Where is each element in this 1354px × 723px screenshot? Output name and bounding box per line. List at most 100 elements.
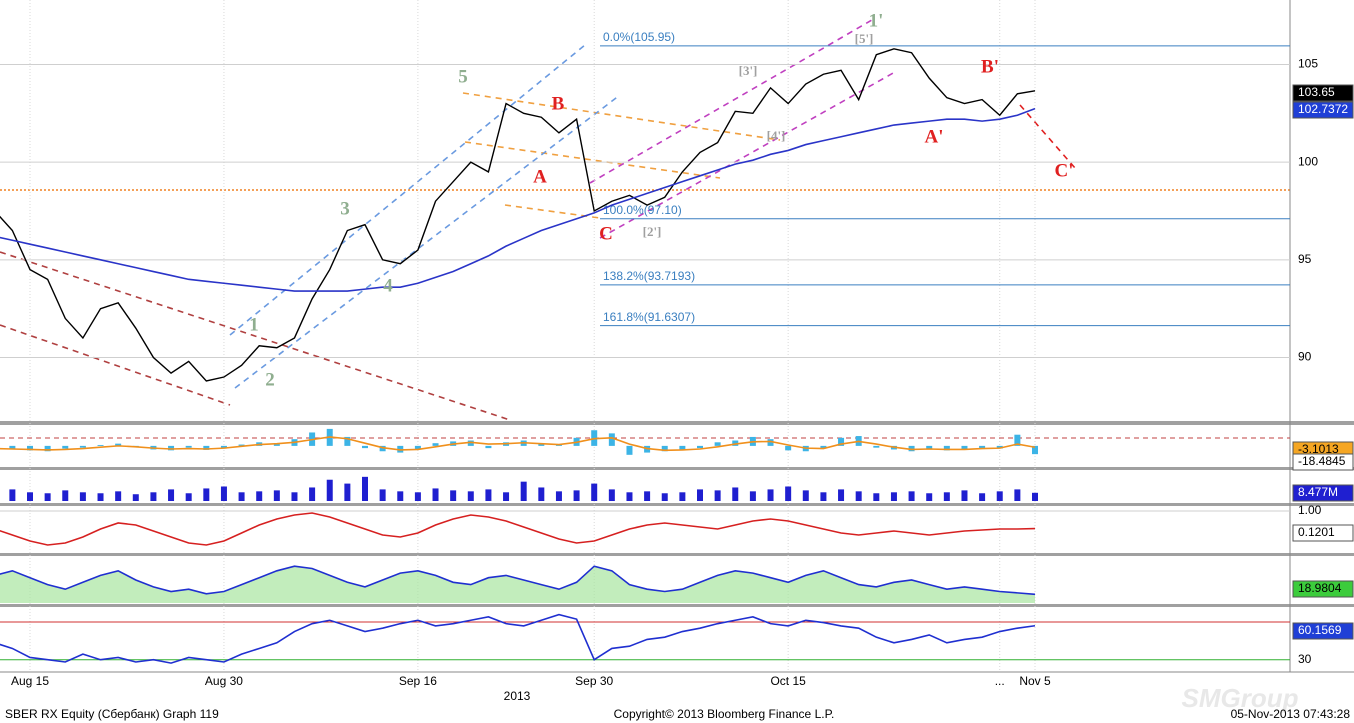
channel-line [462, 92, 781, 141]
value-box-label: 0.1201 [1298, 525, 1335, 539]
wave-label: [4'] [767, 128, 786, 143]
bar [520, 481, 527, 501]
bar [97, 493, 104, 501]
separator [0, 503, 1354, 506]
bar [256, 491, 263, 501]
wave-label: [3'] [739, 63, 758, 78]
bar [238, 444, 245, 446]
bar [714, 490, 721, 501]
wave-label: 3 [340, 198, 350, 219]
bar [309, 487, 316, 501]
bar [503, 492, 510, 501]
panel-separators [0, 421, 1354, 607]
bar [555, 491, 562, 501]
bar [714, 442, 721, 446]
x-tick-label: Aug 30 [205, 674, 243, 688]
value-box-label: 102.7372 [1298, 102, 1348, 116]
bar [115, 443, 122, 446]
bar [9, 489, 16, 501]
value-box-label: -18.4845 [1298, 454, 1346, 468]
bar [27, 445, 33, 451]
y-tick-label: 90 [1298, 350, 1312, 364]
bar [626, 492, 633, 501]
channel-line [234, 94, 621, 389]
bar [767, 489, 774, 501]
channel-line [464, 141, 721, 179]
bar [414, 445, 421, 450]
line [0, 613, 1036, 664]
bar [44, 493, 51, 501]
channels [0, 19, 1290, 421]
bar [362, 476, 368, 501]
bar [626, 445, 633, 455]
bar [538, 443, 545, 446]
bar [79, 445, 86, 448]
bar [996, 491, 1003, 501]
footer-left: SBER RX Equity (Сбербанк) Graph 119 [5, 707, 219, 721]
bar [996, 445, 1003, 449]
bar [379, 445, 386, 452]
bar [679, 492, 686, 501]
separator [0, 604, 1354, 607]
line [0, 565, 1036, 596]
channel-line [0, 251, 511, 421]
bar [397, 491, 404, 501]
bar [608, 489, 615, 501]
bar [203, 445, 210, 450]
bar [273, 443, 280, 446]
bar [273, 490, 280, 501]
bar [820, 492, 827, 501]
bar [432, 443, 439, 446]
level-label: 161.8%(91.6307) [603, 310, 695, 324]
channel-line [1019, 104, 1076, 169]
bar [538, 487, 545, 501]
bar [326, 479, 333, 501]
wave-label: A [533, 166, 547, 187]
level-label: 100.0%(97.10) [603, 203, 682, 217]
bar [414, 492, 421, 501]
bar [855, 491, 862, 501]
bar [961, 490, 968, 501]
bar [926, 493, 933, 501]
separator [0, 553, 1354, 556]
bar [44, 445, 51, 452]
line [0, 436, 1036, 452]
wave-label: 4 [383, 275, 393, 296]
bar [238, 492, 245, 501]
value-box-label: 60.1569 [1298, 623, 1342, 637]
wave-label: 1' [869, 10, 884, 31]
footer-center: Copyright© 2013 Bloomberg Finance L.P. [614, 707, 835, 721]
value-box [1292, 580, 1354, 598]
bar [467, 491, 474, 501]
wave-label: A' [925, 126, 944, 147]
bar [979, 493, 986, 501]
bar [291, 492, 298, 501]
bar [908, 491, 915, 501]
bar [591, 483, 598, 501]
bar [785, 486, 792, 501]
value-box-label: 18.9804 [1298, 581, 1342, 595]
bar [873, 445, 880, 448]
bar [890, 492, 897, 501]
bar [838, 437, 845, 446]
bar [362, 445, 368, 449]
line [0, 48, 1036, 382]
y-tick-label: 95 [1298, 252, 1312, 266]
bar [432, 488, 439, 501]
bar [62, 490, 69, 501]
bar [555, 444, 562, 446]
bar [873, 493, 880, 501]
bar [203, 488, 210, 501]
bar [785, 445, 792, 451]
bar [679, 445, 686, 450]
bar [908, 445, 915, 452]
bar [467, 440, 474, 446]
value-box [1292, 524, 1354, 542]
bar [697, 489, 703, 501]
bar [749, 491, 756, 501]
bar [732, 440, 739, 446]
bar [27, 492, 33, 501]
bar [97, 444, 104, 446]
